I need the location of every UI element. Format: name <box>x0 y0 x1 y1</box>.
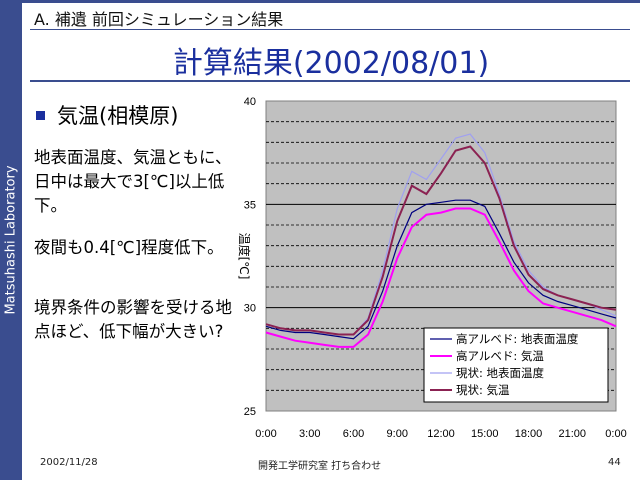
x-tick-label: 12:00 <box>427 428 455 440</box>
section-rule <box>30 29 630 30</box>
bullet-text: 気温(相模原) <box>57 104 179 128</box>
y-tick-label: 25 <box>244 406 256 418</box>
sidebar-band: Matsuhashi Laboratory <box>0 0 22 480</box>
bullet-heading: 気温(相模原) <box>36 100 178 130</box>
legend-box <box>423 327 609 403</box>
x-tick-label: 0:00 <box>255 428 276 440</box>
y-tick-label: 30 <box>244 303 256 315</box>
x-tick-label: 6:00 <box>343 428 364 440</box>
y-tick-label: 40 <box>244 96 256 108</box>
legend-entry: 高アルベド: 地表面温度 <box>456 332 579 346</box>
footer-center: 開発工学研究室 打ち合わせ <box>258 461 382 472</box>
section-title: A. 補遺 前回シミュレーション結果 <box>34 10 284 29</box>
x-tick-label: 18:00 <box>515 428 543 440</box>
x-tick-label: 15:00 <box>471 428 499 440</box>
paragraph-3: 境界条件の影響を受ける地点ほど、低下幅が大きい? <box>34 298 232 341</box>
series-line <box>265 199 617 340</box>
bullet-square-icon <box>36 110 45 120</box>
footer-date: 2002/11/28 <box>40 457 98 468</box>
y-axis-label: 温度[℃] <box>237 233 252 280</box>
slide-title: 計算結果(2002/08/01) <box>172 46 490 81</box>
paragraph-2: 夜間も0.4[℃]程度低下。 <box>34 238 224 257</box>
x-tick-label: 21:00 <box>558 428 586 440</box>
page-number: 44 <box>608 457 621 468</box>
x-tick-label: 9:00 <box>387 428 408 440</box>
title-underline <box>30 80 630 82</box>
top-accent-bar <box>22 0 640 3</box>
series-line <box>265 207 617 348</box>
legend-entry: 現状: 地表面温度 <box>456 366 545 380</box>
x-tick-label: 3:00 <box>299 428 320 440</box>
series-line <box>265 145 617 336</box>
y-tick-label: 35 <box>244 199 256 211</box>
legend-entry: 現状: 気温 <box>456 383 510 397</box>
paragraph-1: 地表面温度、気温ともに、日中は最大で3[℃]以上低下。 <box>34 148 232 215</box>
x-tick-label: 0:00 <box>605 428 626 440</box>
legend-entry: 高アルベド: 気温 <box>456 349 544 363</box>
